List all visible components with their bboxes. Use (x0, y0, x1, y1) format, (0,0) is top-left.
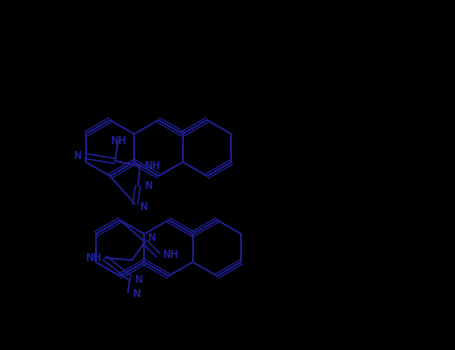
Text: N: N (134, 275, 142, 285)
Text: N: N (144, 181, 152, 191)
Text: N: N (132, 289, 140, 299)
Text: NH: NH (110, 136, 126, 146)
Text: NH: NH (144, 161, 160, 171)
Text: N: N (73, 151, 81, 161)
Text: N: N (139, 202, 147, 212)
Text: NH: NH (85, 253, 101, 263)
Text: N: N (147, 233, 155, 243)
Text: NH: NH (162, 250, 178, 260)
